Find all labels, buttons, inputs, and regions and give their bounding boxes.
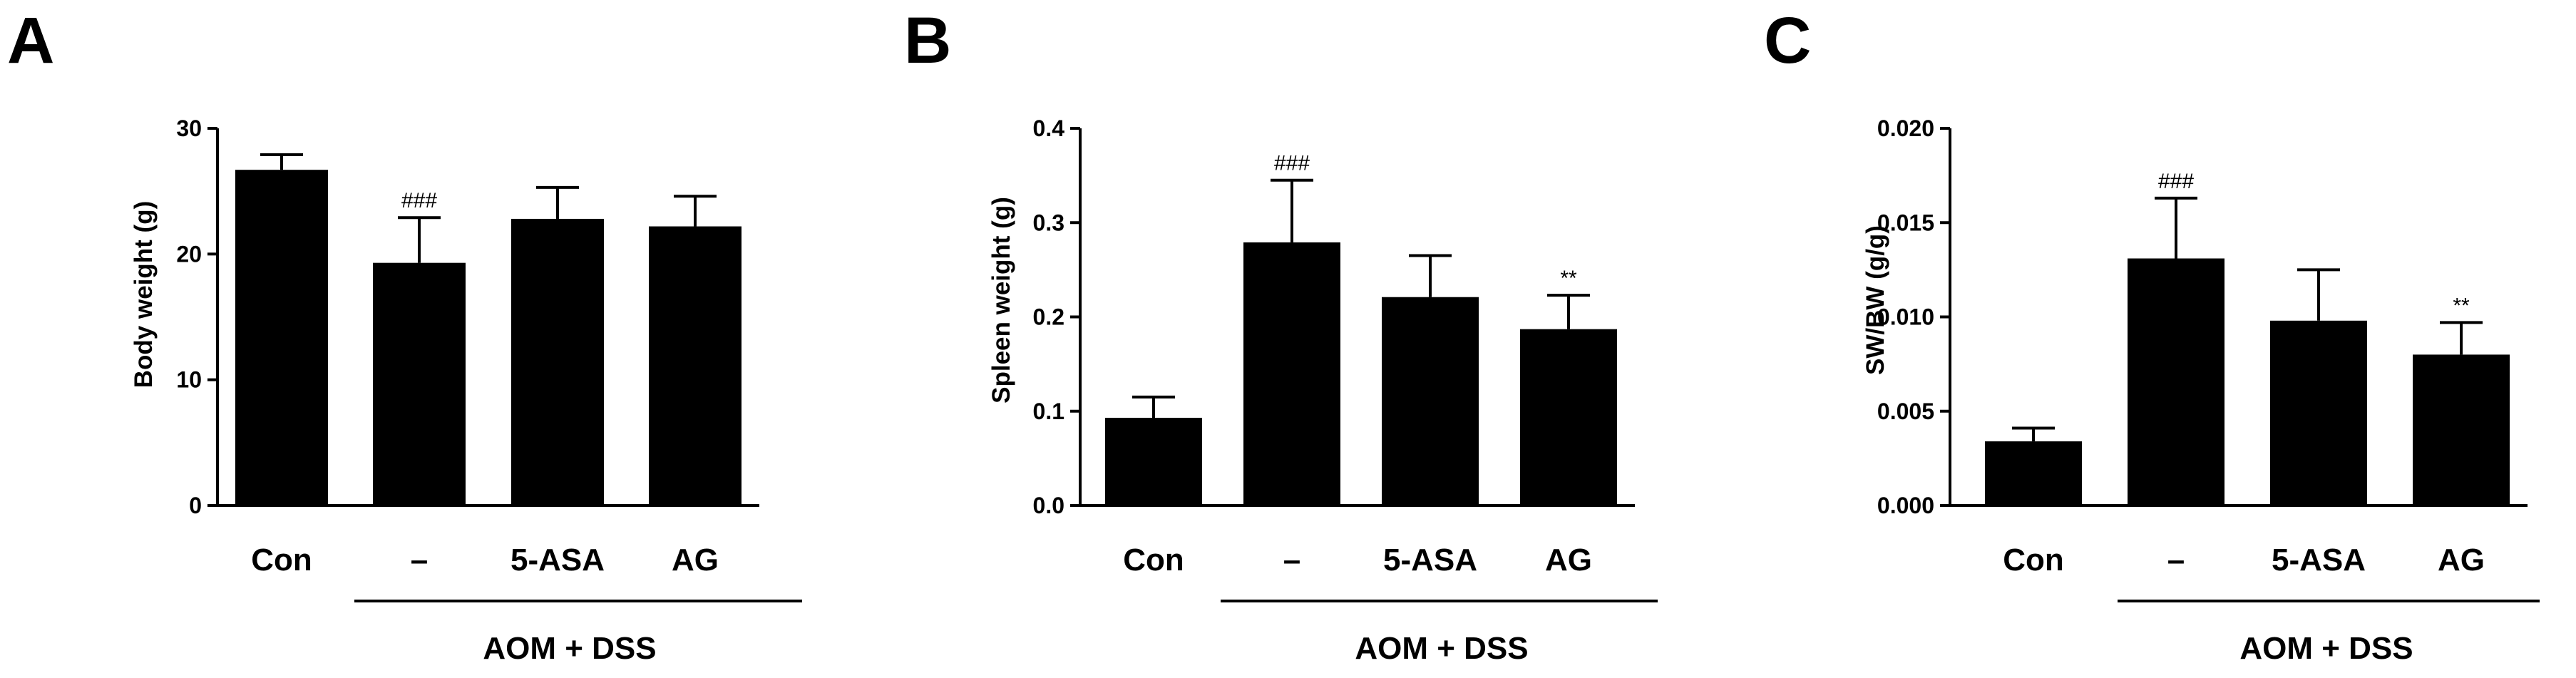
significance-annotation: **	[2453, 294, 2470, 317]
category-label: Con	[2003, 543, 2064, 577]
category-label: 5-ASA	[1383, 543, 1477, 577]
y-tick-label: 0.4	[1033, 115, 1065, 141]
category-label: AG	[2438, 543, 2485, 577]
category-label: 5-ASA	[2272, 543, 2366, 577]
bar	[649, 226, 742, 505]
bar	[235, 170, 328, 505]
bar	[2128, 258, 2225, 505]
category-label: AG	[1545, 543, 1592, 577]
group-label: AOM + DSS	[483, 631, 656, 666]
significance-annotation: ###	[401, 189, 437, 212]
panel-letter: B	[904, 4, 951, 77]
panel-a: A Body weight (g) AOM + DSS 0 10 20 30 Con ##…	[7, 4, 802, 666]
bar	[1105, 418, 1202, 505]
y-tick-label: 0.020	[1877, 115, 1934, 141]
y-axis-label: Body weight (g)	[130, 201, 158, 388]
bar	[1985, 441, 2082, 505]
category-label: Con	[1123, 543, 1184, 577]
y-tick-label: 0.0	[1033, 493, 1064, 518]
category-label: 5-ASA	[510, 543, 605, 577]
chart-marks: 0.000 0.005 0.010 0.015 0.020 Con ### – 5-ASA ** A…	[1877, 115, 2540, 602]
y-tick-label: 0.2	[1033, 304, 1064, 330]
group-label: AOM + DSS	[2239, 631, 2413, 666]
bar	[373, 262, 466, 505]
y-tick-label: 20	[176, 241, 202, 267]
panel-letter: C	[1764, 4, 1811, 77]
panel-b: B Spleen weight (g) AOM + DSS 0.00.10.20…	[904, 4, 1658, 666]
bar	[2413, 354, 2510, 505]
bar	[511, 218, 604, 505]
group-label: AOM + DSS	[1355, 631, 1528, 666]
panel-c: C SW/BW (g/g) AOM + DSS 0.0000.0050.0100…	[1764, 4, 2540, 666]
y-tick-label: 0	[189, 493, 202, 518]
bar	[1382, 297, 1479, 505]
bar	[1243, 242, 1340, 505]
category-label: –	[411, 543, 428, 577]
y-tick-label: 0.1	[1033, 399, 1064, 424]
significance-annotation: ###	[2158, 170, 2194, 193]
chart-marks: 0 10 20 30 Con ### – 5-ASA AG	[176, 115, 802, 602]
chart-marks: 0.0 0.1 0.2 0.3 0.4 Con ### – 5-ASA ** AG	[1033, 115, 1658, 602]
category-label: Con	[251, 543, 312, 577]
y-tick-label: 0.3	[1033, 210, 1064, 235]
category-label: AG	[672, 543, 719, 577]
category-label: –	[1283, 543, 1300, 577]
y-axis-label: SW/BW (g/g)	[1862, 225, 1889, 375]
panel-letter: A	[7, 4, 54, 77]
category-label: –	[2167, 543, 2185, 577]
y-tick-label: 0.000	[1877, 493, 1934, 518]
y-tick-label: 10	[176, 367, 202, 393]
significance-annotation: ###	[1274, 152, 1310, 175]
y-tick-label: 0.005	[1877, 399, 1934, 424]
y-tick-label: 30	[176, 115, 202, 141]
significance-annotation: **	[1560, 267, 1577, 290]
bar	[1520, 329, 1617, 505]
y-tick-label: 0.015	[1877, 210, 1934, 235]
y-tick-label: 0.010	[1877, 304, 1934, 330]
bar	[2270, 320, 2367, 505]
y-axis-label: Spleen weight (g)	[987, 197, 1015, 404]
